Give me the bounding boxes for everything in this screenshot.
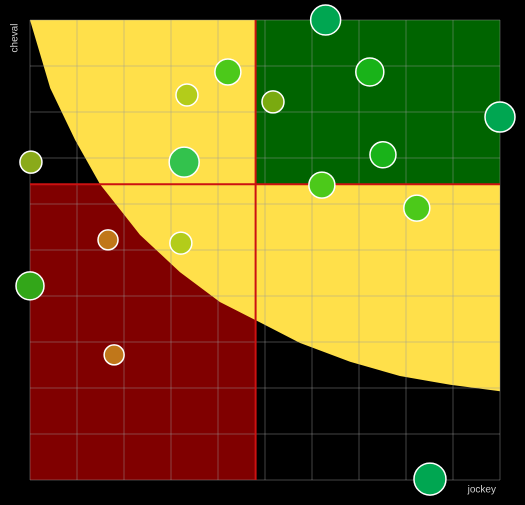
bubble	[15, 271, 45, 301]
bubble	[103, 344, 125, 366]
bubble	[484, 101, 516, 133]
bubble	[97, 229, 119, 251]
x-axis-label: jockey	[467, 485, 496, 496]
bubble	[308, 171, 336, 199]
bubble	[413, 462, 447, 496]
bubble	[403, 194, 431, 222]
bubble	[168, 146, 200, 178]
bubble	[309, 4, 342, 36]
bubble	[214, 58, 242, 86]
bubble	[369, 141, 397, 169]
bubble	[261, 90, 285, 114]
bubble	[175, 83, 199, 107]
bubble	[169, 231, 193, 255]
bubble	[19, 150, 43, 174]
y-axis-label: cheval	[10, 24, 21, 53]
bubble	[355, 57, 385, 87]
